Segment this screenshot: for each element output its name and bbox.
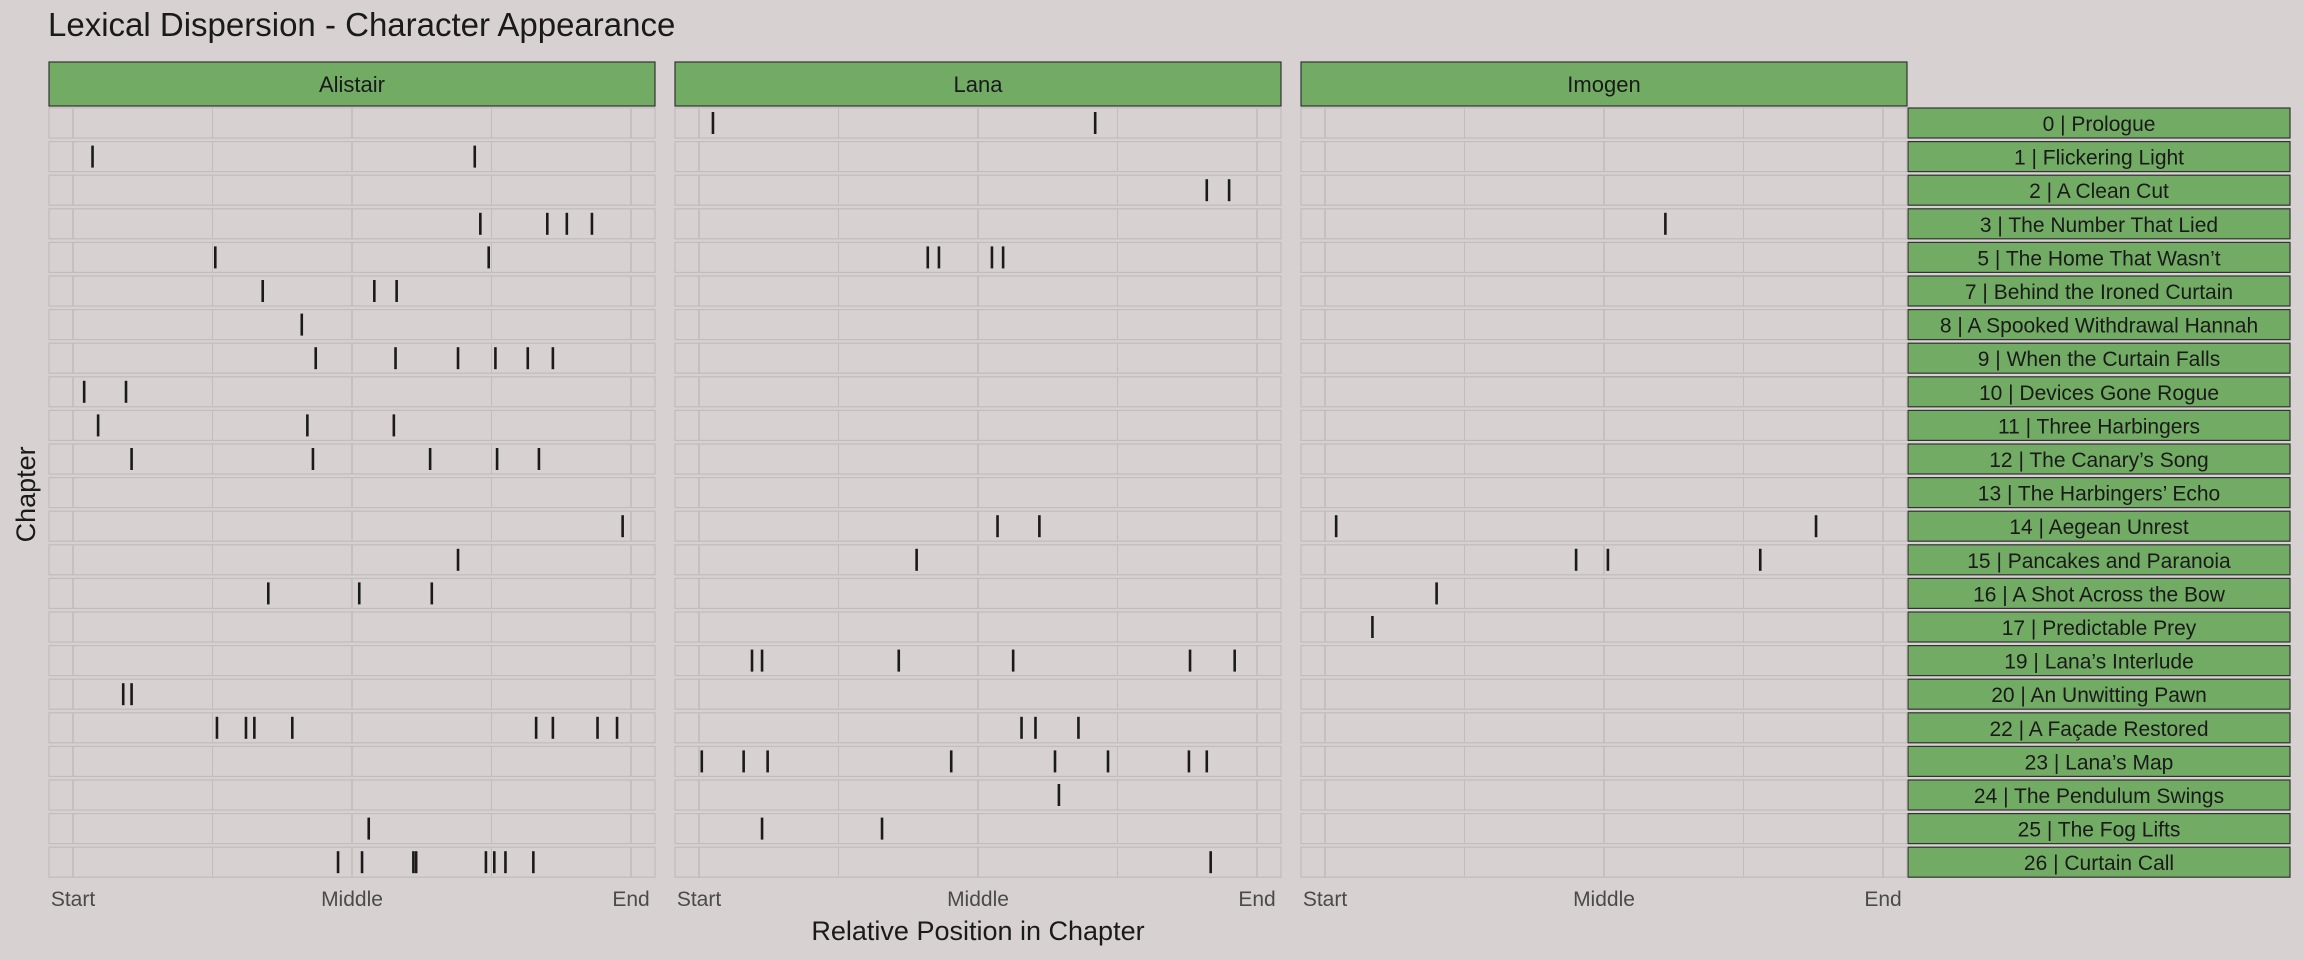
- row-strip: [1907, 745, 2291, 778]
- x-tick-label: Middle: [1573, 888, 1635, 911]
- row-strip: [1907, 342, 2291, 374]
- row-strip: [1907, 712, 2291, 744]
- column-strip-lana: [674, 61, 1282, 107]
- x-tick-label: Middle: [947, 888, 1009, 911]
- row-label: 22 | A Façade Restored: [1989, 718, 2208, 741]
- chart-title: Lexical Dispersion - Character Appearanc…: [48, 6, 676, 43]
- row-strip: [1907, 846, 2291, 878]
- row-strip: [1907, 141, 2291, 173]
- row-label: 7 | Behind the Ironed Curtain: [1965, 281, 2233, 304]
- row-label: 25 | The Fog Lifts: [2018, 819, 2181, 842]
- row-label: 16 | A Shot Across the Bow: [1973, 583, 2226, 606]
- x-axis-label: Relative Position in Chapter: [811, 916, 1144, 946]
- row-strip: [1907, 812, 2291, 845]
- row-strip: [1907, 510, 2291, 542]
- column-strip-alistair: [48, 61, 656, 107]
- row-label: 10 | Devices Gone Rogue: [1979, 382, 2219, 405]
- row-label: 23 | Lana’s Map: [2025, 751, 2174, 774]
- row-label: 9 | When the Curtain Falls: [1978, 348, 2220, 371]
- x-tick-label: End: [1864, 888, 1901, 911]
- row-strip: [1907, 241, 2291, 273]
- row-strip: [1907, 107, 2291, 139]
- y-axis-label: Chapter: [11, 446, 41, 542]
- x-tick-label: Start: [677, 888, 722, 911]
- row-strip: [1907, 611, 2291, 643]
- row-strip: [1907, 544, 2291, 576]
- column-label-lana: Lana: [954, 72, 1004, 97]
- x-tick-label: Middle: [321, 888, 383, 911]
- row-strip: [1907, 409, 2291, 441]
- row-label: 26 | Curtain Call: [2024, 852, 2174, 875]
- x-tick-label: Start: [51, 888, 96, 911]
- row-label: 17 | Predictable Prey: [2002, 617, 2197, 640]
- row-label: 5 | The Home That Wasn’t: [1977, 247, 2220, 270]
- row-strip: [1907, 644, 2291, 677]
- x-tick-label: Start: [1303, 888, 1348, 911]
- column-label-alistair: Alistair: [319, 72, 385, 97]
- row-label: 0 | Prologue: [2043, 113, 2156, 136]
- row-strip: [1907, 477, 2291, 509]
- column-label-imogen: Imogen: [1567, 72, 1640, 97]
- row-label: 19 | Lana’s Interlude: [2004, 651, 2194, 674]
- row-label: 11 | Three Harbingers: [1998, 415, 2200, 438]
- row-label: 14 | Aegean Unrest: [2009, 516, 2189, 539]
- column-strip-imogen: [1300, 61, 1908, 107]
- row-strip: [1907, 376, 2291, 408]
- row-strip: [1907, 443, 2291, 475]
- row-label: 13 | The Harbingers’ Echo: [1978, 483, 2220, 506]
- row-label: 3 | The Number That Lied: [1980, 214, 2218, 237]
- row-label: 1 | Flickering Light: [2014, 147, 2184, 170]
- row-strip: [1907, 174, 2291, 206]
- row-strip: [1907, 577, 2291, 610]
- row-strip: [1907, 678, 2291, 710]
- row-label: 24 | The Pendulum Swings: [1974, 785, 2224, 808]
- row-label: 2 | A Clean Cut: [2029, 180, 2169, 203]
- row-label: 12 | The Canary’s Song: [1989, 449, 2209, 472]
- row-strip: [1907, 275, 2291, 307]
- row-strip: [1907, 208, 2291, 240]
- row-strip: [1907, 779, 2291, 811]
- row-label: 15 | Pancakes and Paranoia: [1967, 550, 2231, 573]
- x-tick-label: End: [1238, 888, 1275, 911]
- row-strip: [1907, 309, 2291, 341]
- row-label: 20 | An Unwitting Pawn: [1991, 684, 2207, 707]
- row-label: 8 | A Spooked Withdrawal Hannah: [1940, 315, 2258, 338]
- x-tick-label: End: [612, 888, 649, 911]
